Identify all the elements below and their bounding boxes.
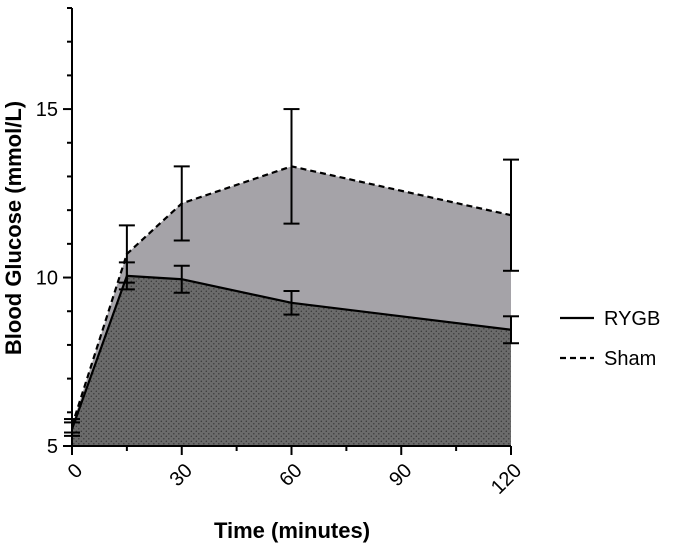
sham-error-bar — [503, 158, 519, 272]
rygb-error-bar — [503, 315, 519, 345]
sham-error-bar — [173, 165, 190, 242]
rygb-error-bar — [173, 264, 190, 294]
y-tick-label: 5 — [47, 436, 58, 458]
x-axis-title: Time (minutes) — [214, 518, 370, 543]
rygb-area — [72, 275, 511, 446]
y-tick-label: 10 — [36, 268, 58, 290]
sham-error-bar — [283, 108, 300, 225]
rygb-error-bar — [118, 261, 135, 291]
x-tick-label: 30 — [166, 460, 197, 491]
x-tick-label: 90 — [385, 460, 416, 491]
legend: RYGB Sham — [560, 308, 660, 370]
y-axis-title: Blood Glucose (mmol/L) — [1, 101, 26, 355]
y-tick-label: 15 — [36, 99, 58, 121]
x-tick-label: 120 — [487, 460, 526, 499]
x-tick-label: 0 — [64, 460, 87, 483]
rygb-error-bar — [283, 290, 300, 316]
legend-rygb-label: RYGB — [604, 308, 660, 330]
x-tick-label: 60 — [275, 460, 306, 491]
legend-sham-label: Sham — [604, 348, 656, 370]
